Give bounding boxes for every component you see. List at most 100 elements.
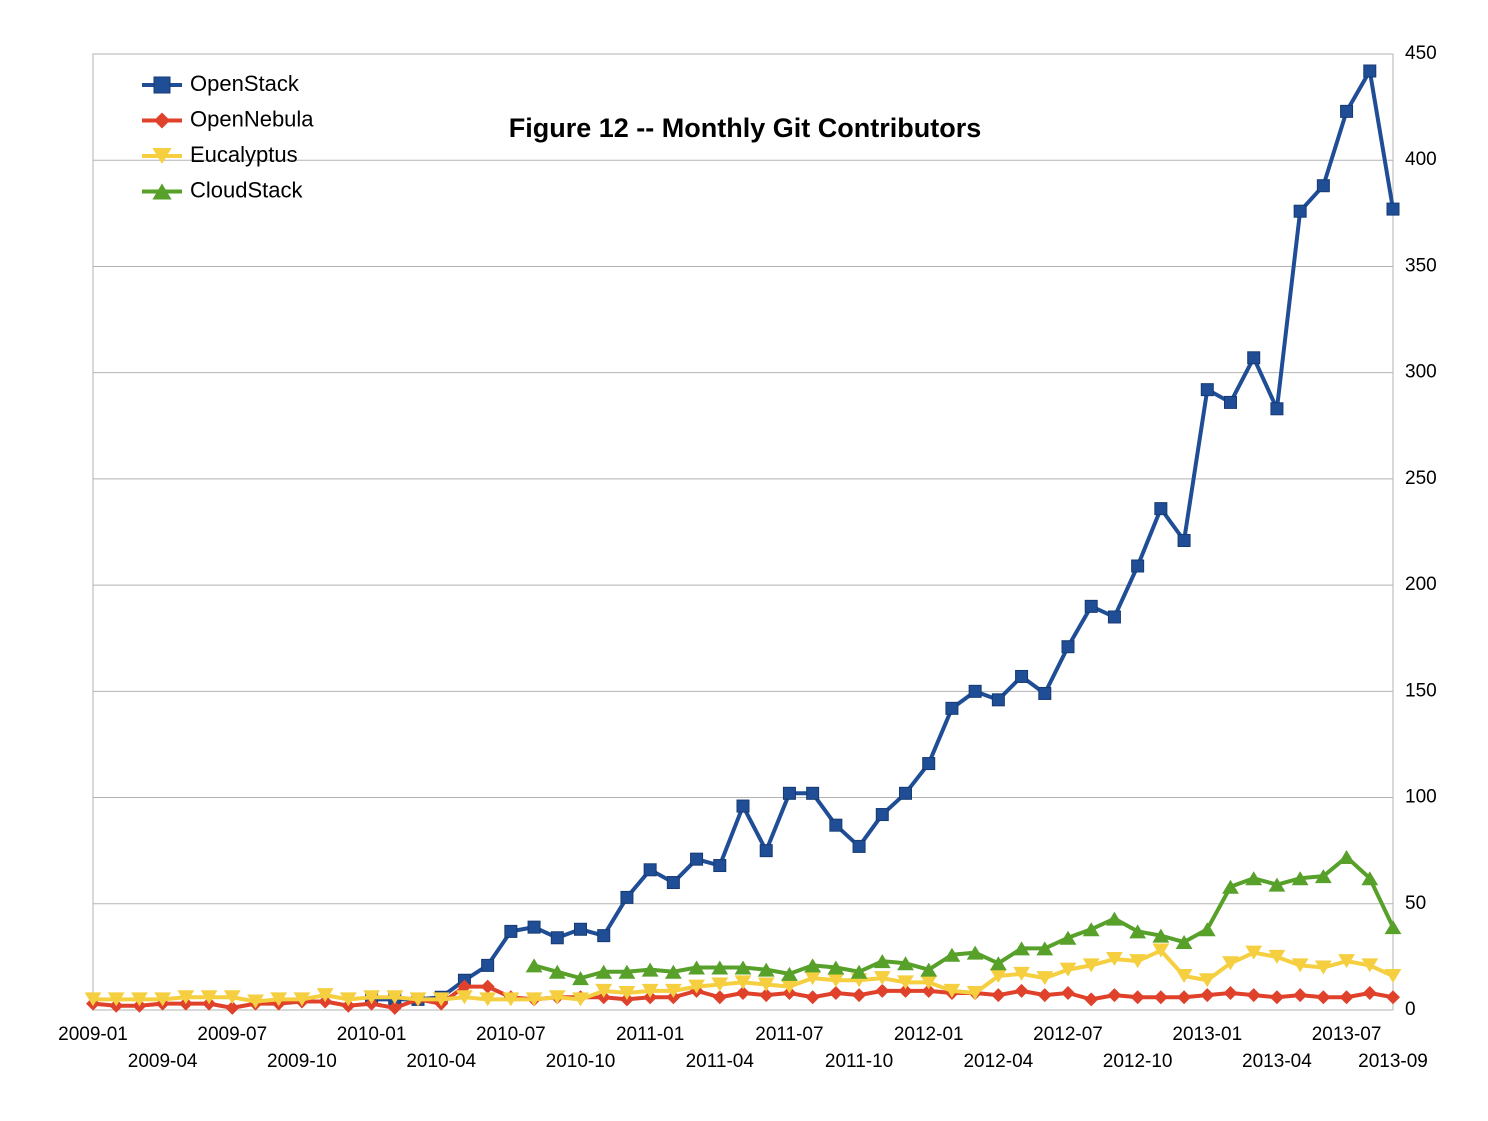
- x-tick-label: 2012-01: [894, 1024, 964, 1045]
- marker: [154, 112, 170, 129]
- marker: [1384, 920, 1402, 935]
- marker: [1362, 986, 1377, 1001]
- marker: [154, 992, 172, 1007]
- marker: [1316, 179, 1330, 193]
- marker: [1200, 988, 1215, 1003]
- marker: [713, 859, 727, 873]
- marker: [620, 890, 634, 904]
- y-tick-label: 200: [1405, 574, 1437, 595]
- marker: [666, 876, 680, 890]
- marker: [1222, 879, 1239, 894]
- marker: [1293, 988, 1308, 1003]
- marker: [1106, 952, 1123, 967]
- y-tick-label: 0: [1405, 999, 1416, 1020]
- marker: [1270, 402, 1284, 416]
- marker: [920, 975, 938, 990]
- marker: [966, 986, 984, 1001]
- marker: [641, 983, 659, 998]
- marker: [595, 964, 613, 979]
- marker: [641, 962, 659, 977]
- chart-title: Figure 12 -- Monthly Git Contributors: [509, 113, 981, 143]
- marker: [1269, 990, 1284, 1005]
- marker: [386, 990, 404, 1005]
- legend-label: Eucalyptus: [190, 142, 298, 167]
- marker: [1082, 922, 1100, 937]
- marker: [1268, 877, 1286, 892]
- marker: [525, 958, 543, 973]
- marker: [1061, 640, 1075, 654]
- marker: [806, 786, 820, 800]
- marker: [1386, 990, 1400, 1005]
- marker: [1082, 958, 1100, 973]
- x-tick-label: 2010-10: [546, 1051, 616, 1072]
- marker: [1247, 351, 1261, 365]
- marker: [409, 992, 427, 1007]
- marker: [1222, 956, 1239, 971]
- marker: [1316, 990, 1331, 1005]
- marker: [618, 986, 636, 1001]
- marker: [1153, 990, 1168, 1005]
- marker: [734, 960, 752, 975]
- marker: [1198, 922, 1216, 937]
- marker: [804, 971, 822, 986]
- marker: [1175, 935, 1193, 950]
- marker: [152, 148, 172, 164]
- x-tick-label: 2013-04: [1242, 1051, 1312, 1072]
- marker: [757, 962, 775, 977]
- marker: [1036, 941, 1054, 956]
- x-tick-label: 2010-04: [406, 1051, 476, 1072]
- marker: [1107, 610, 1121, 624]
- legend-label: CloudStack: [190, 177, 304, 202]
- marker: [432, 992, 450, 1007]
- marker: [922, 757, 936, 771]
- marker: [107, 992, 125, 1007]
- marker: [966, 945, 984, 960]
- x-tick-label: 2011-01: [616, 1024, 684, 1045]
- marker: [829, 818, 843, 832]
- marker: [177, 990, 195, 1005]
- x-tick-label: 2010-01: [337, 1024, 407, 1045]
- marker: [875, 983, 890, 998]
- marker: [734, 975, 752, 990]
- marker: [504, 924, 518, 938]
- marker: [1013, 966, 1030, 981]
- marker: [1175, 969, 1193, 984]
- marker: [711, 977, 729, 992]
- series-line: [371, 68, 1395, 1002]
- marker: [247, 994, 264, 1009]
- marker: [1084, 992, 1099, 1007]
- marker: [828, 986, 843, 1001]
- marker: [827, 973, 845, 988]
- marker: [572, 971, 589, 986]
- x-tick-label: 2011-04: [686, 1051, 755, 1072]
- marker: [943, 983, 961, 998]
- marker: [548, 990, 566, 1005]
- marker: [387, 1000, 402, 1015]
- marker: [525, 992, 543, 1007]
- marker: [527, 920, 541, 934]
- marker: [921, 983, 936, 998]
- marker: [1152, 928, 1170, 943]
- x-tick-label: 2009-10: [267, 1051, 337, 1072]
- marker: [1129, 924, 1147, 939]
- marker: [293, 992, 311, 1007]
- marker: [1084, 599, 1098, 613]
- marker: [781, 966, 798, 981]
- marker: [481, 958, 495, 972]
- x-tick-label: 2009-04: [128, 1051, 198, 1072]
- marker: [618, 964, 636, 979]
- x-tick-label: 2012-10: [1103, 1051, 1173, 1072]
- marker: [1013, 941, 1030, 956]
- marker: [712, 990, 727, 1005]
- marker: [363, 990, 380, 1005]
- marker: [1177, 533, 1191, 547]
- marker: [1015, 669, 1029, 683]
- marker: [1129, 954, 1147, 969]
- marker: [873, 954, 891, 969]
- marker: [989, 956, 1007, 971]
- marker: [852, 839, 866, 853]
- marker: [84, 992, 102, 1007]
- marker: [1107, 988, 1122, 1003]
- marker: [1293, 204, 1307, 218]
- x-tick-label: 2012-04: [963, 1051, 1033, 1072]
